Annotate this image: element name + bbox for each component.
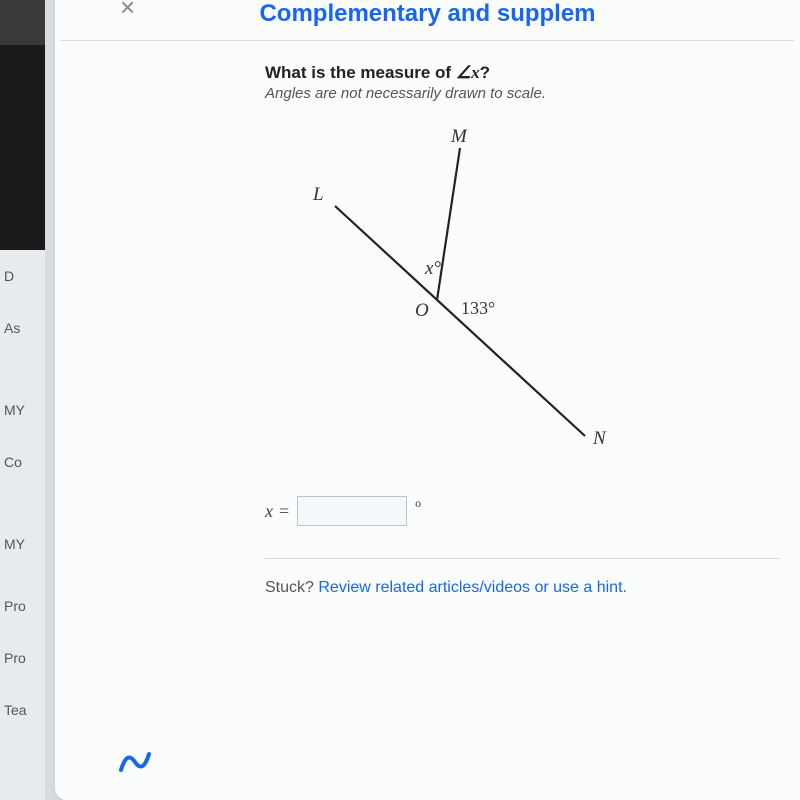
answer-equals: = bbox=[279, 501, 289, 522]
answer-var: x bbox=[265, 501, 273, 522]
sidebar-item-5[interactable]: Pro bbox=[0, 580, 45, 632]
answer-unit: o bbox=[415, 496, 421, 511]
close-icon[interactable]: × bbox=[120, 0, 135, 23]
hint-row: Stuck? Review related articles/videos or… bbox=[55, 579, 800, 597]
line-LN bbox=[335, 206, 585, 436]
sidebar-item-0[interactable]: D bbox=[0, 250, 45, 302]
hint-prefix: Stuck? bbox=[265, 579, 318, 596]
divider-top bbox=[61, 40, 794, 41]
page-title: Complementary and supplem bbox=[55, 0, 800, 40]
hint-link[interactable]: Review related articles/videos bbox=[318, 579, 530, 596]
label-O: O bbox=[415, 300, 429, 321]
question-note: Angles are not necessarily drawn to scal… bbox=[265, 85, 800, 102]
prompt-angle: ∠x bbox=[456, 63, 480, 82]
divider-bottom bbox=[265, 558, 780, 559]
angle-known-label: 133° bbox=[461, 298, 495, 318]
question-prompt: What is the measure of ∠x? bbox=[265, 63, 800, 83]
prompt-suffix: ? bbox=[480, 63, 490, 82]
hint-or[interactable]: or use a hint. bbox=[530, 579, 627, 596]
angle-x-label: x° bbox=[424, 258, 441, 279]
answer-row: x = o bbox=[265, 496, 800, 526]
sidebar-item-7[interactable]: Tea bbox=[0, 684, 45, 736]
angle-diagram: L M O N x° 133° bbox=[265, 106, 645, 476]
label-N: N bbox=[592, 428, 607, 449]
answer-input[interactable] bbox=[297, 496, 407, 526]
prompt-prefix: What is the measure of bbox=[265, 63, 456, 82]
scribble-icon[interactable] bbox=[115, 740, 155, 780]
sidebar-item-3[interactable]: Co bbox=[0, 436, 45, 488]
label-L: L bbox=[312, 184, 324, 205]
sidebar-item-4[interactable]: MY bbox=[0, 518, 45, 570]
sidebar-item-2[interactable]: MY bbox=[0, 384, 45, 436]
sidebar: D As MY Co MY Pro Pro Tea bbox=[0, 250, 45, 800]
sidebar-item-1[interactable]: As bbox=[0, 302, 45, 354]
label-M: M bbox=[450, 126, 468, 147]
main-panel: × Complementary and supplem What is the … bbox=[55, 0, 800, 800]
sidebar-item-6[interactable]: Pro bbox=[0, 632, 45, 684]
content-area: What is the measure of ∠x? Angles are no… bbox=[55, 63, 800, 526]
